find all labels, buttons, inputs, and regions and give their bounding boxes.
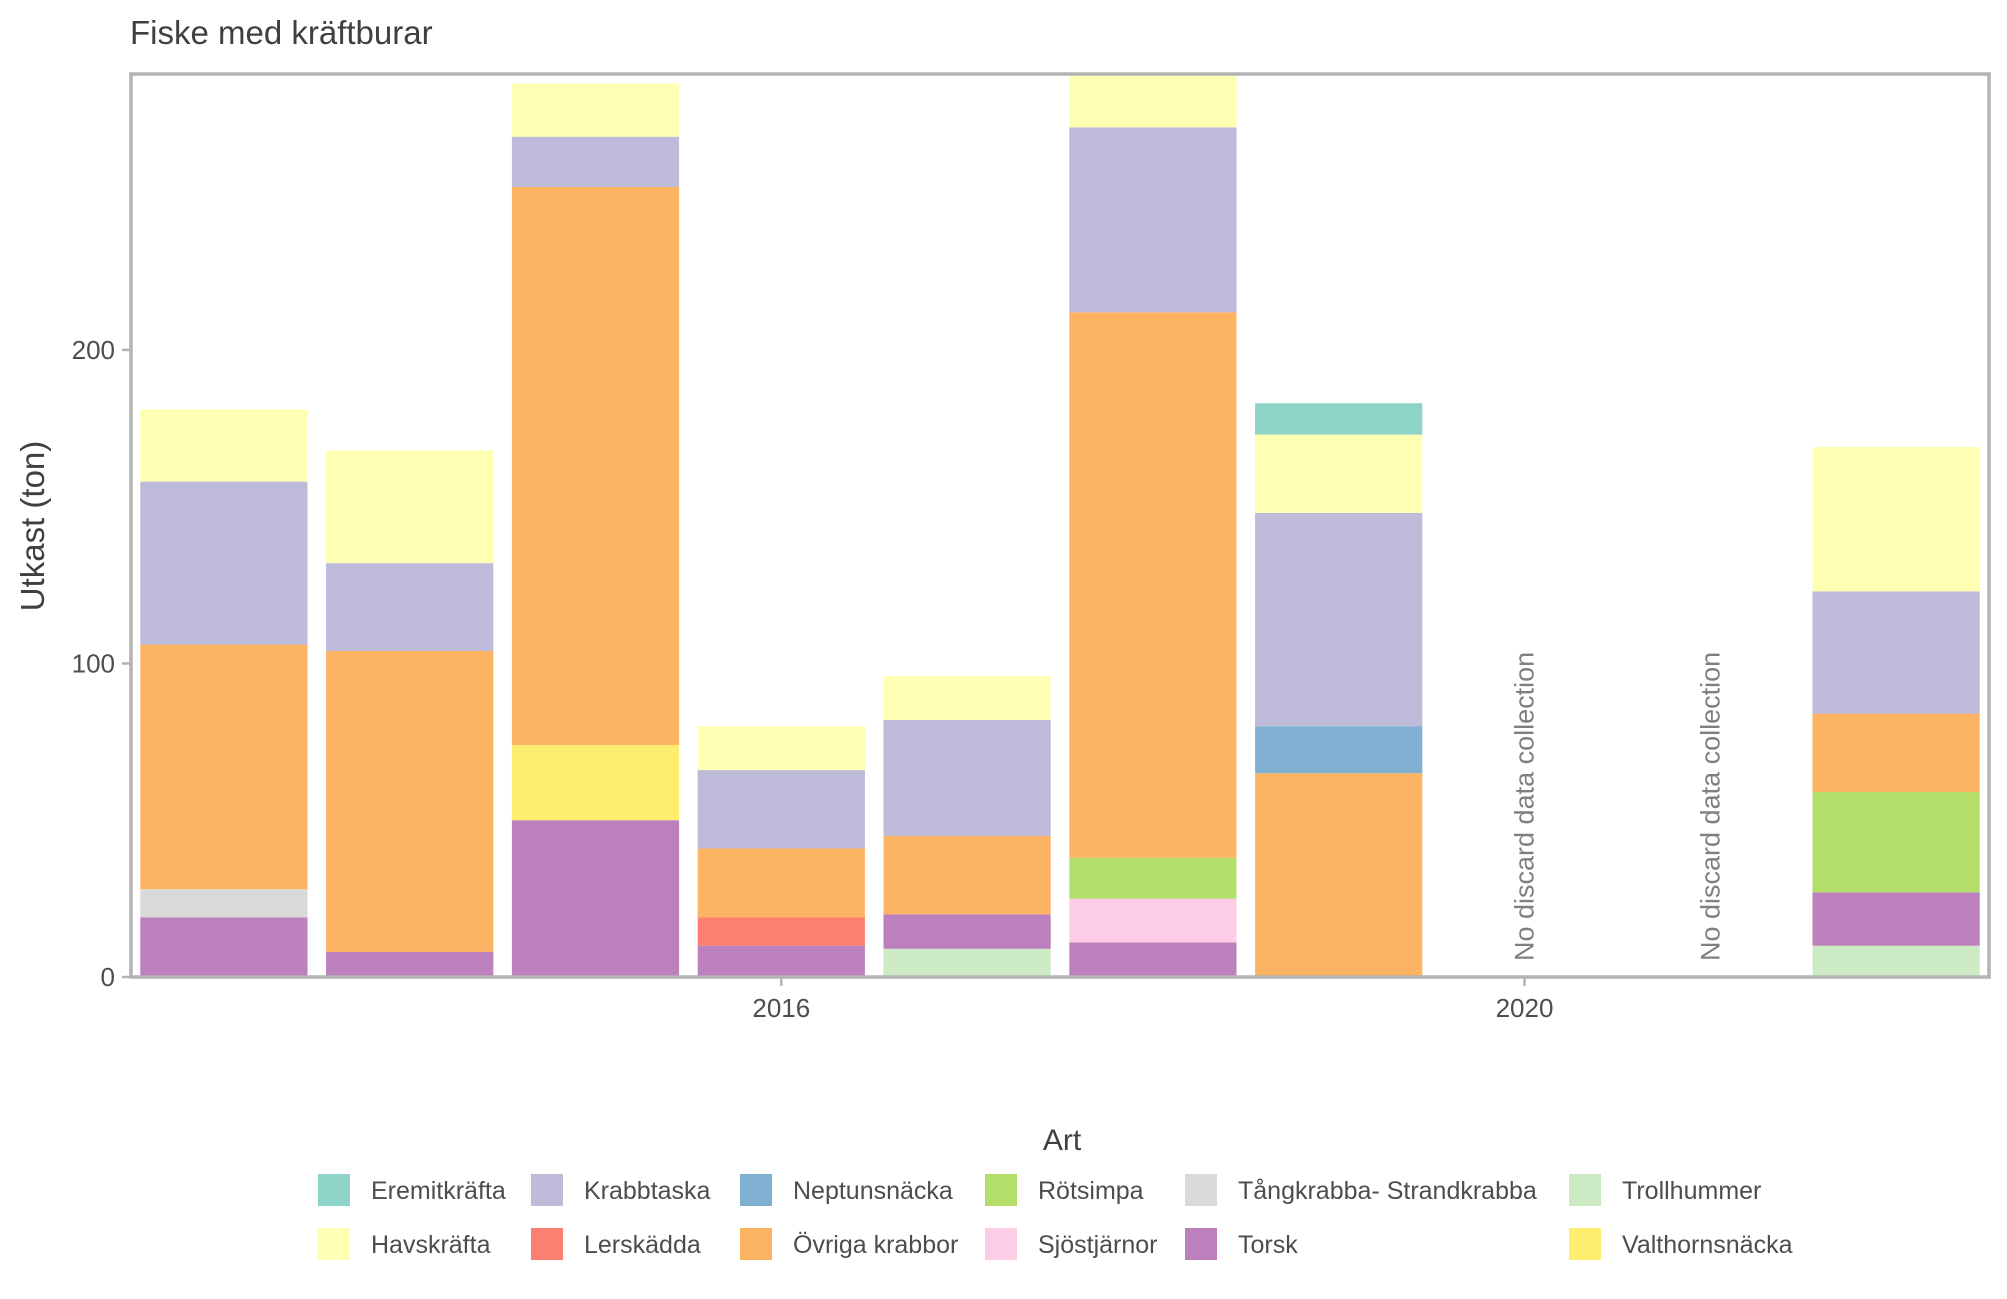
bar-2014-torsk: [326, 951, 494, 977]
legend-swatch-lerskadda: [531, 1228, 563, 1260]
legend-swatch-krabbtaska: [531, 1174, 563, 1206]
legend-swatch-eremitkrafta: [318, 1174, 350, 1206]
bar-2014-havskrafta: [326, 450, 494, 564]
bar-2015-valthornsnacka: [511, 744, 680, 821]
bar-2013-havskrafta: [140, 409, 308, 482]
bar-2014-krabbtaska: [326, 563, 494, 651]
bar-2022-havskrafta: [1812, 447, 1980, 592]
legend-label-sjostjarnor: Sjöstjärnor: [1038, 1231, 1158, 1259]
bar-2014-ovriga-krabbor: [326, 650, 494, 952]
y-tick-label-0: 0: [101, 962, 115, 992]
legend-label-valthornsnacka: Valthornsnäcka: [1622, 1231, 1793, 1259]
legend-swatch-torsk: [1185, 1228, 1217, 1260]
bar-2017-havskrafta: [883, 676, 1051, 720]
legend-swatch-valthornsnacka: [1569, 1228, 1601, 1260]
bar-2022-trollhummer: [1812, 945, 1980, 977]
bars-layer: [140, 74, 1980, 977]
bar-2015-krabbtaska: [511, 136, 680, 187]
bar-2019-ovriga-krabbor: [1255, 773, 1423, 977]
bar-2016-ovriga-krabbor: [697, 848, 865, 918]
legend-swatch-ovriga-krabbor: [740, 1228, 772, 1260]
legend-label-lerskadda: Lerskädda: [584, 1231, 701, 1259]
bar-2013-tangkrabba-strandkrabba: [140, 889, 308, 918]
bar-2018-krabbtaska: [1069, 127, 1237, 313]
legend-label-tangkrabba-strandkrabba: Tångkrabba- Strandkrabba: [1238, 1177, 1537, 1205]
legend-swatch-tangkrabba-strandkrabba: [1185, 1174, 1217, 1206]
chart-title: Fiske med kräftburar: [130, 14, 433, 51]
bar-2016-torsk: [697, 945, 865, 977]
legend-label-eremitkrafta: Eremitkräfta: [371, 1177, 506, 1205]
plot-panel-border: [129, 72, 1991, 979]
legend-swatch-neptunsnacka: [740, 1174, 772, 1206]
legend-title: Art: [1043, 1124, 1082, 1157]
bar-2022-krabbtaska: [1812, 591, 1980, 714]
legend-item-sjostjarnor: Sjöstjärnor: [985, 1228, 1158, 1260]
bar-2013-krabbtaska: [140, 481, 308, 645]
bar-2017-ovriga-krabbor: [883, 835, 1051, 915]
y-axis-label: Utkast (ton): [14, 441, 51, 612]
y-tick-label-100: 100: [72, 648, 115, 678]
bar-2017-trollhummer: [883, 948, 1051, 977]
legend-label-neptunsnacka: Neptunsnäcka: [793, 1177, 953, 1205]
legend-label-havskrafta: Havskräfta: [371, 1231, 491, 1259]
bar-2015-havskrafta: [511, 83, 680, 137]
legend-item-rotsimpa: Rötsimpa: [985, 1174, 1144, 1206]
annotations-layer: No discard data collection No discard dat…: [1510, 652, 1726, 961]
y-tick-label-200: 200: [72, 335, 115, 365]
bar-2018-sjostjarnor: [1069, 898, 1237, 943]
legend-label-rotsimpa: Rötsimpa: [1038, 1177, 1144, 1205]
bar-2016-lerskadda: [697, 917, 865, 946]
bar-2017-torsk: [883, 914, 1051, 949]
annotation-no-discard-2021: No discard data collection: [1695, 652, 1725, 961]
x-axis: 2016 2020: [752, 977, 1553, 1023]
legend-item-krabbtaska: Krabbtaska: [531, 1174, 711, 1206]
bar-2013-ovriga-krabbor: [140, 644, 308, 890]
legend-item-torsk: Torsk: [1185, 1228, 1298, 1260]
bar-2019-eremitkrafta: [1255, 403, 1423, 435]
legend: Eremitkräfta Havskräfta Krabbtaska Lerskädd…: [318, 1174, 1793, 1260]
bar-2019-neptunsnacka: [1255, 726, 1423, 774]
legend-swatch-trollhummer: [1569, 1174, 1601, 1206]
bar-2019-havskrafta: [1255, 434, 1423, 513]
legend-label-trollhummer: Trollhummer: [1622, 1177, 1761, 1205]
x-tick-label-2016: 2016: [752, 993, 810, 1023]
bar-2018-ovriga-krabbor: [1069, 312, 1237, 858]
bar-2018-torsk: [1069, 942, 1237, 977]
bar-2017-krabbtaska: [883, 719, 1051, 836]
x-tick-label-2020: 2020: [1496, 993, 1554, 1023]
legend-item-lerskadda: Lerskädda: [531, 1228, 701, 1260]
bar-2013-torsk: [140, 917, 308, 977]
legend-item-trollhummer: Trollhummer: [1569, 1174, 1761, 1206]
bar-2015-torsk: [511, 820, 680, 977]
legend-item-ovriga-krabbor: Övriga krabbor: [740, 1228, 958, 1260]
legend-item-neptunsnacka: Neptunsnäcka: [740, 1174, 953, 1206]
bar-2022-ovriga-krabbor: [1812, 713, 1980, 793]
legend-swatch-sjostjarnor: [985, 1228, 1017, 1260]
legend-label-ovriga-krabbor: Övriga krabbor: [793, 1231, 958, 1259]
annotation-no-discard-2020: No discard data collection: [1510, 652, 1540, 961]
legend-item-eremitkrafta: Eremitkräfta: [318, 1174, 506, 1206]
legend-item-havskrafta: Havskräfta: [318, 1228, 491, 1260]
bar-2015-ovriga-krabbor: [511, 186, 680, 745]
bar-2022-rotsimpa: [1812, 792, 1980, 893]
legend-item-tangkrabba-strandkrabba: Tångkrabba- Strandkrabba: [1185, 1174, 1537, 1206]
legend-label-torsk: Torsk: [1238, 1231, 1298, 1259]
bar-2018-rotsimpa: [1069, 857, 1237, 899]
bar-2018-havskrafta: [1069, 74, 1237, 128]
bar-2016-krabbtaska: [697, 770, 865, 849]
y-axis: 0 100 200: [72, 335, 131, 992]
bar-2022-torsk: [1812, 892, 1980, 946]
legend-swatch-rotsimpa: [985, 1174, 1017, 1206]
bar-2019-krabbtaska: [1255, 512, 1423, 727]
bar-2016-havskrafta: [697, 726, 865, 771]
legend-item-valthornsnacka: Valthornsnäcka: [1569, 1228, 1793, 1260]
legend-label-krabbtaska: Krabbtaska: [584, 1177, 711, 1205]
legend-swatch-havskrafta: [318, 1228, 350, 1260]
